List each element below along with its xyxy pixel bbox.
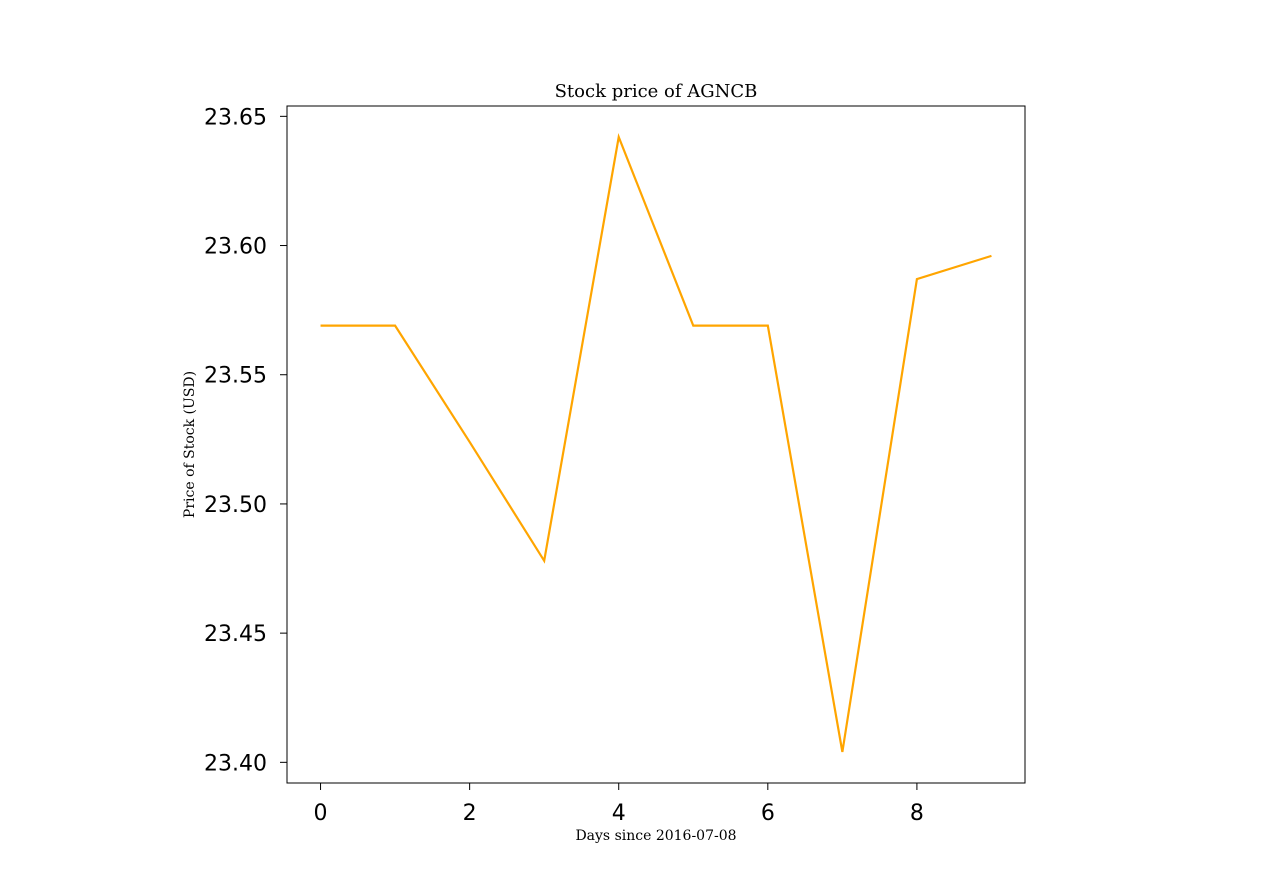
x-axis: 0 2 4 6 8 — [314, 783, 924, 826]
y-axis: 23.40 23.45 23.50 23.55 23.60 23.65 — [204, 105, 287, 776]
x-tick-label: 4 — [612, 801, 626, 826]
y-tick-label: 23.50 — [204, 493, 267, 518]
chart-title: Stock price of AGNCB — [555, 81, 758, 102]
y-tick-label: 23.65 — [204, 105, 267, 130]
y-tick-label: 23.60 — [204, 235, 267, 260]
y-axis-label: Price of Stock (USD) — [182, 371, 198, 518]
plot-area — [287, 106, 1025, 783]
y-tick-label: 23.40 — [204, 751, 267, 776]
x-tick-label: 0 — [314, 801, 328, 826]
x-axis-label: Days since 2016-07-08 — [575, 828, 736, 844]
y-tick-label: 23.55 — [204, 364, 267, 389]
x-tick-label: 2 — [463, 801, 477, 826]
x-tick-label: 6 — [761, 801, 775, 826]
x-tick-label: 8 — [910, 801, 924, 826]
y-tick-label: 23.45 — [204, 622, 267, 647]
